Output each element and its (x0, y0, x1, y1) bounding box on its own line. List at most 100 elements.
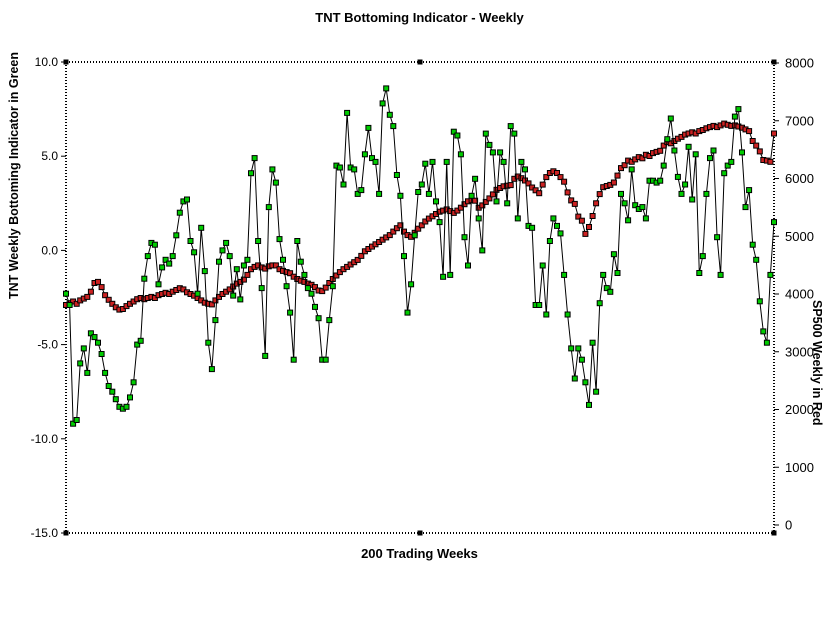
series-sp500-marker (507, 182, 514, 189)
series-sp500-marker (212, 297, 219, 304)
series-tnt-indicator-marker (84, 369, 91, 376)
series-sp500-marker (322, 284, 329, 291)
series-tnt-indicator-marker (312, 303, 318, 310)
series-tnt-indicator-marker (596, 300, 603, 307)
series-tnt-indicator-marker (454, 132, 461, 139)
series-sp500-marker (614, 172, 621, 179)
series-tnt-indicator-marker (404, 309, 411, 316)
series-tnt-indicator-marker (685, 143, 692, 150)
series-tnt-indicator-marker (440, 273, 447, 280)
series-sp500-marker (208, 301, 215, 308)
series-tnt-indicator-marker (699, 253, 706, 260)
series-tnt-indicator-marker (280, 256, 286, 263)
series-tnt-indicator-marker (447, 271, 454, 278)
series-tnt-indicator-marker (614, 270, 621, 276)
series-tnt-indicator-marker (717, 271, 724, 278)
series-tnt-indicator-marker (127, 394, 133, 401)
series-tnt-indicator-marker (500, 158, 507, 165)
series-tnt-indicator-marker (87, 330, 94, 337)
series-tnt-indicator-marker (714, 234, 721, 241)
series-tnt-indicator-marker (739, 149, 745, 156)
series-tnt-indicator-marker (151, 241, 158, 248)
left-axis-tick-label: 0.0 (41, 243, 58, 257)
series-sp500-marker (543, 174, 550, 181)
series-tnt-indicator-marker (554, 222, 560, 229)
series-tnt-indicator-marker (144, 253, 151, 260)
series-tnt-indicator-marker (226, 253, 233, 260)
series-tnt-indicator-marker (290, 356, 297, 363)
series-tnt-indicator-marker (198, 224, 205, 231)
series-tnt-indicator-marker (383, 85, 390, 92)
series-sp500-marker (287, 270, 294, 277)
series-sp500-marker (87, 288, 94, 295)
series-tnt-indicator-marker (522, 166, 528, 173)
series-sp500-marker (753, 142, 760, 149)
series-tnt-indicator-marker (237, 296, 244, 303)
series-tnt-indicator-marker (422, 160, 429, 167)
left-axis-tick-label: -10.0 (31, 432, 59, 446)
series-tnt-indicator-marker (276, 236, 283, 243)
series-tnt-indicator-marker (664, 136, 671, 143)
series-tnt-indicator-marker (593, 388, 600, 395)
series-tnt-indicator-marker (372, 158, 379, 165)
series-tnt-indicator-marker (603, 285, 610, 292)
series-tnt-indicator-marker (123, 403, 130, 410)
series-tnt-indicator-marker (674, 173, 681, 180)
series-sp500-marker (390, 228, 397, 235)
series-tnt-indicator-marker (682, 181, 689, 188)
series-tnt-indicator-marker (354, 190, 361, 197)
series-tnt-indicator-marker (518, 158, 525, 165)
series-tnt-indicator-marker (436, 219, 443, 226)
chart-title: TNT Bottoming Indicator - Weekly (315, 10, 524, 25)
left-axis-tick-label: -5.0 (37, 338, 58, 352)
series-tnt-indicator-marker (472, 175, 479, 182)
series-tnt-indicator-marker (546, 238, 553, 244)
series-tnt-indicator-marker (159, 264, 166, 271)
series-tnt-indicator (63, 85, 777, 427)
series-tnt-indicator-marker (294, 238, 301, 244)
series-tnt-indicator-marker (657, 177, 664, 184)
series-sp500-marker (354, 256, 361, 263)
series-tnt-indicator-marker (707, 155, 713, 162)
series-tnt-indicator-marker (461, 234, 468, 241)
series-tnt-indicator-marker (450, 128, 457, 135)
series-tnt-indicator-marker (550, 215, 557, 222)
series-tnt-indicator-marker (390, 123, 397, 130)
series-tnt-indicator-marker (244, 256, 251, 263)
series-tnt-indicator-marker (233, 266, 240, 273)
series-sp500-marker (771, 130, 777, 137)
series-tnt-indicator-marker (735, 106, 742, 113)
series-tnt-indicator-marker (468, 192, 475, 199)
series-sp500-marker (564, 189, 571, 196)
series-tnt-indicator-marker (724, 162, 731, 169)
series-tnt-indicator-marker (230, 292, 237, 299)
series-tnt-indicator-marker (607, 288, 614, 295)
series-tnt-indicator-marker (408, 281, 415, 288)
series-tnt-indicator-marker (411, 232, 418, 239)
series-sp500-marker (73, 300, 80, 307)
series-tnt-indicator-marker (155, 281, 162, 288)
right-axis-tick-label: 0 (785, 518, 792, 533)
series-tnt-indicator-marker (756, 298, 763, 305)
series-tnt-indicator-marker (418, 181, 425, 188)
series-tnt-indicator-marker (344, 109, 351, 116)
series-tnt-indicator-marker (586, 401, 592, 408)
series-sp500-marker (554, 170, 560, 176)
series-sp500-marker (593, 200, 600, 207)
series-sp500-marker (746, 128, 753, 135)
series-tnt-indicator-marker (361, 151, 368, 158)
series-sp500-marker (582, 230, 589, 237)
right-axis-ticks: 8000 7000 6000 5000 4000 3000 2000 1000 0 (774, 56, 814, 533)
series-tnt-indicator-marker (443, 158, 450, 165)
series-tnt-indicator-marker (742, 204, 749, 211)
series-tnt-indicator-marker (486, 141, 493, 148)
series-tnt-indicator-marker (137, 337, 144, 344)
series-tnt-indicator-marker (208, 366, 215, 373)
series-tnt-indicator-marker (262, 352, 269, 359)
series-tnt-indicator-marker (557, 230, 564, 237)
series-tnt-indicator-marker (287, 309, 294, 316)
right-axis-tick-label: 4000 (785, 287, 814, 302)
series-tnt-indicator-marker (265, 204, 272, 211)
series-sp500-marker (639, 155, 646, 162)
